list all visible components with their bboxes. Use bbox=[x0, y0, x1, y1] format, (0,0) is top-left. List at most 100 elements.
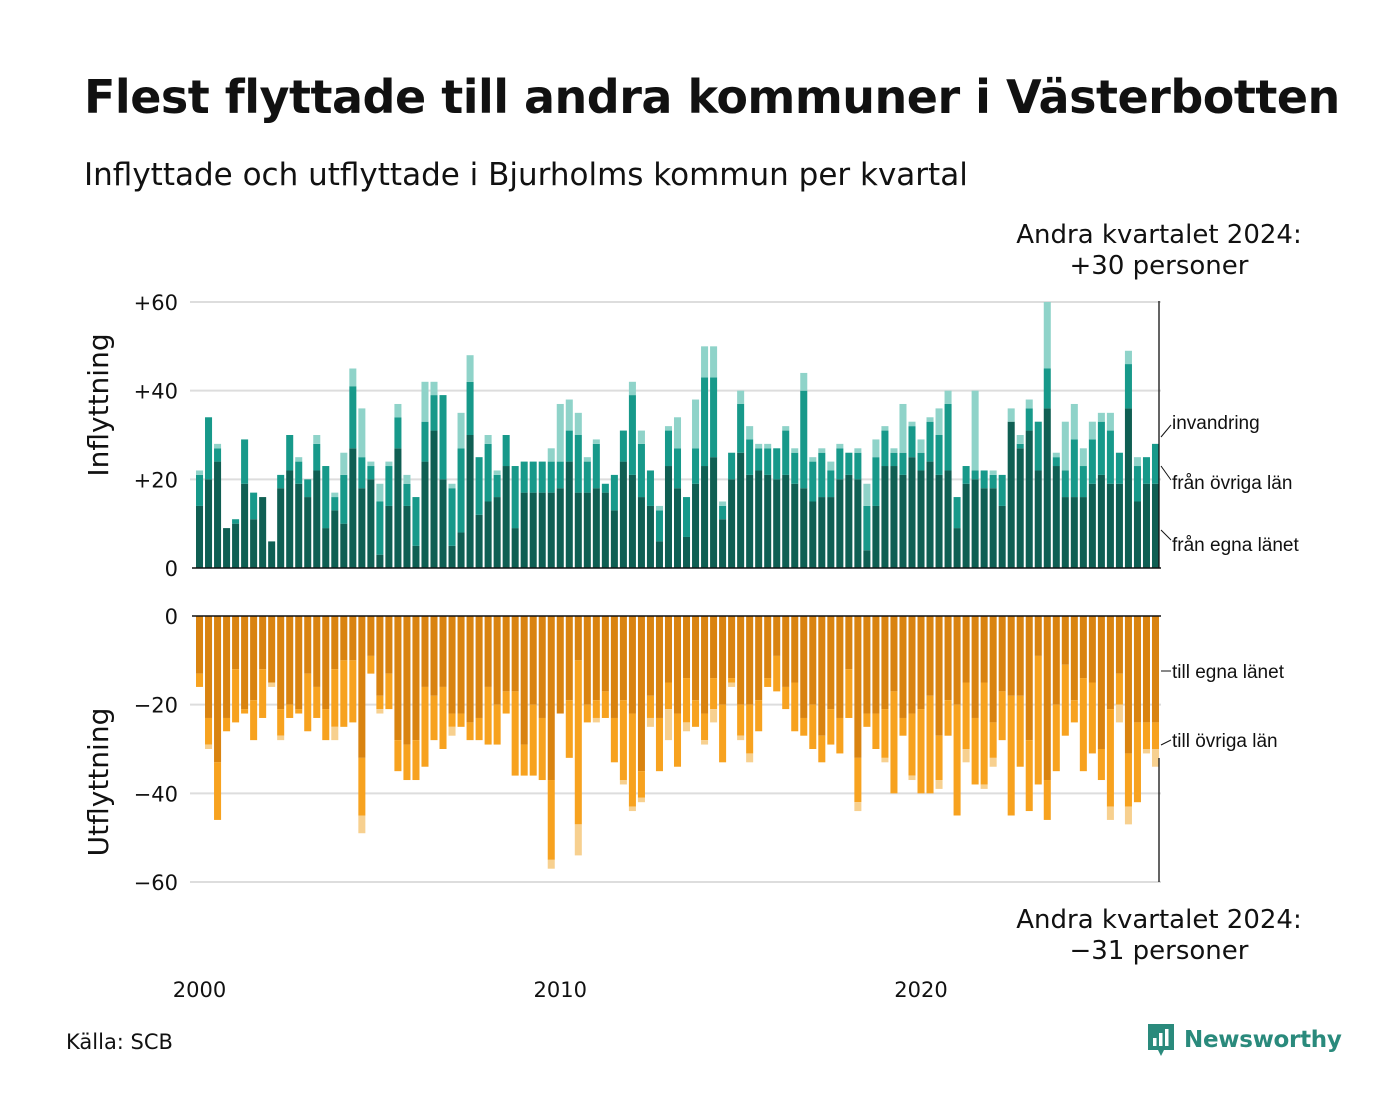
bar-in-ovriga-lan bbox=[827, 470, 835, 498]
bar-out-egna-lanet bbox=[502, 616, 510, 692]
bar-out-utvandring bbox=[574, 824, 582, 856]
bar-in-invandring bbox=[430, 381, 438, 396]
bar-in-egna-lanet bbox=[457, 532, 465, 568]
bar-in-ovriga-lan bbox=[394, 417, 402, 449]
bar-out-ovriga-lan bbox=[205, 717, 213, 745]
bar-in-ovriga-lan bbox=[980, 470, 988, 489]
bar-out-egna-lanet bbox=[692, 616, 700, 701]
bar-in-egna-lanet bbox=[349, 448, 357, 568]
bar-in-egna-lanet bbox=[998, 505, 1006, 568]
bar-out-ovriga-lan bbox=[944, 700, 952, 736]
bar-out-egna-lanet bbox=[196, 616, 204, 674]
bar-in-ovriga-lan bbox=[277, 474, 285, 489]
bar-out-egna-lanet bbox=[971, 616, 979, 718]
bar-out-ovriga-lan bbox=[1106, 709, 1114, 807]
bar-in-egna-lanet bbox=[881, 466, 889, 568]
y-tick-label-outflow: −20 bbox=[134, 694, 178, 718]
bar-in-egna-lanet bbox=[1124, 408, 1132, 568]
bar-out-egna-lanet bbox=[358, 616, 366, 758]
bar-out-ovriga-lan bbox=[547, 780, 555, 860]
bar-out-egna-lanet bbox=[592, 616, 600, 701]
bar-in-egna-lanet bbox=[241, 483, 249, 568]
bar-out-ovriga-lan bbox=[809, 704, 817, 749]
bar-in-egna-lanet bbox=[556, 488, 564, 568]
bar-in-ovriga-lan bbox=[1070, 439, 1078, 498]
bar-out-ovriga-lan bbox=[692, 700, 700, 727]
bar-out-ovriga-lan bbox=[737, 704, 745, 736]
series-label-till-egna-lanet: till egna länet bbox=[1172, 662, 1285, 683]
bar-out-egna-lanet bbox=[926, 616, 934, 696]
bar-in-ovriga-lan bbox=[1097, 421, 1105, 475]
bar-in-egna-lanet bbox=[863, 550, 871, 568]
bar-out-ovriga-lan bbox=[827, 709, 835, 745]
y-tick-label-outflow: −60 bbox=[134, 871, 178, 895]
bar-in-ovriga-lan bbox=[1106, 430, 1114, 484]
bar-out-egna-lanet bbox=[574, 616, 582, 661]
bar-in-ovriga-lan bbox=[214, 448, 222, 462]
bar-in-invandring bbox=[692, 399, 700, 449]
bar-out-utvandring bbox=[683, 722, 691, 732]
y-tick-label-inflow: +40 bbox=[134, 380, 178, 404]
bar-out-utvandring bbox=[935, 780, 943, 789]
bar-in-egna-lanet bbox=[403, 505, 411, 568]
bar-out-egna-lanet bbox=[1061, 616, 1069, 665]
bar-out-egna-lanet bbox=[565, 616, 573, 701]
bar-in-ovriga-lan bbox=[917, 452, 925, 471]
bar-out-ovriga-lan bbox=[971, 717, 979, 785]
bar-in-ovriga-lan bbox=[421, 421, 429, 462]
bar-in-egna-lanet bbox=[917, 470, 925, 568]
bar-in-egna-lanet bbox=[791, 483, 799, 568]
bar-out-egna-lanet bbox=[277, 616, 285, 710]
bar-out-egna-lanet bbox=[547, 616, 555, 781]
bar-out-ovriga-lan bbox=[746, 704, 754, 754]
bar-in-invandring bbox=[854, 448, 862, 453]
bar-in-ovriga-lan bbox=[511, 466, 519, 529]
bar-in-ovriga-lan bbox=[286, 435, 294, 471]
series-label-fran-egna-lanet: från egna länet bbox=[1172, 535, 1299, 556]
bar-out-egna-lanet bbox=[1070, 616, 1078, 701]
bar-out-egna-lanet bbox=[376, 616, 384, 696]
bar-in-ovriga-lan bbox=[836, 448, 844, 480]
bar-in-egna-lanet bbox=[782, 474, 790, 568]
bar-in-invandring bbox=[1061, 421, 1069, 471]
bar-out-utvandring bbox=[376, 709, 384, 714]
bar-out-egna-lanet bbox=[1142, 616, 1150, 723]
bar-out-egna-lanet bbox=[710, 616, 718, 679]
series-label-line-ovriga-in bbox=[1160, 465, 1172, 481]
label-clip-mask bbox=[1318, 520, 1400, 560]
bar-in-egna-lanet bbox=[439, 479, 447, 568]
bar-in-egna-lanet bbox=[737, 452, 745, 568]
bar-in-ovriga-lan bbox=[1088, 439, 1096, 484]
bar-in-ovriga-lan bbox=[574, 435, 582, 493]
bar-out-ovriga-lan bbox=[430, 695, 438, 741]
bar-out-egna-lanet bbox=[466, 616, 474, 723]
bar-out-ovriga-lan bbox=[628, 713, 636, 807]
bar-in-egna-lanet bbox=[926, 461, 934, 568]
bar-in-ovriga-lan bbox=[358, 457, 366, 489]
bar-out-ovriga-lan bbox=[502, 691, 510, 714]
bar-in-egna-lanet bbox=[1133, 501, 1141, 568]
bar-in-invandring bbox=[295, 457, 303, 462]
bar-in-egna-lanet bbox=[511, 528, 519, 568]
bar-in-ovriga-lan bbox=[475, 457, 483, 515]
bar-out-ovriga-lan bbox=[782, 686, 790, 710]
bar-out-ovriga-lan bbox=[728, 678, 736, 683]
bar-in-egna-lanet bbox=[944, 470, 952, 568]
bar-out-egna-lanet bbox=[1133, 616, 1141, 723]
bar-out-ovriga-lan bbox=[872, 713, 880, 749]
bar-in-ovriga-lan bbox=[232, 519, 240, 524]
bar-in-egna-lanet bbox=[286, 470, 294, 568]
bar-in-egna-lanet bbox=[1070, 497, 1078, 568]
bar-in-ovriga-lan bbox=[304, 479, 312, 498]
series-label-invandring: invandring bbox=[1172, 413, 1260, 434]
bar-out-ovriga-lan bbox=[322, 709, 330, 741]
bar-out-ovriga-lan bbox=[529, 704, 537, 776]
bar-out-egna-lanet bbox=[899, 616, 907, 718]
bar-in-ovriga-lan bbox=[628, 395, 636, 475]
bar-in-egna-lanet bbox=[836, 479, 844, 568]
bar-in-egna-lanet bbox=[592, 488, 600, 568]
bar-in-egna-lanet bbox=[610, 510, 618, 568]
bar-in-invandring bbox=[421, 381, 429, 422]
bar-out-ovriga-lan bbox=[646, 695, 654, 718]
bar-out-ovriga-lan bbox=[574, 660, 582, 825]
